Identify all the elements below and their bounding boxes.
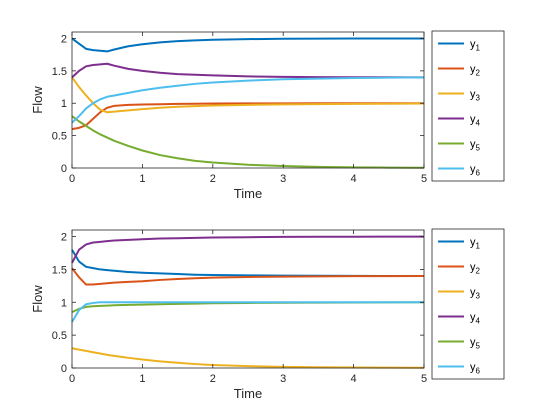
legend-label-subscript: 6 (476, 169, 481, 178)
y-tick-label: 1 (61, 98, 67, 110)
y-tick-label: 2 (61, 232, 67, 244)
legend-label-subscript: 2 (476, 267, 481, 276)
legend-label-y5: y5 (470, 337, 481, 351)
x-tick-label: 5 (421, 173, 427, 185)
legend-label-y2: y2 (470, 64, 481, 78)
x-tick-label: 1 (139, 373, 145, 385)
x-tick-label: 5 (421, 373, 427, 385)
series-line-y4 (71, 235, 425, 264)
legend-label-main: y (470, 262, 476, 274)
plot-area-frame (71, 229, 425, 369)
series-line-y3 (71, 347, 425, 369)
legend-label-subscript: 2 (476, 69, 481, 78)
legend-label-subscript: 5 (476, 144, 481, 153)
legend-label-main: y (470, 64, 476, 76)
legend-label-subscript: 1 (476, 44, 481, 53)
legend-label-subscript: 4 (476, 119, 481, 128)
series-line-y5 (71, 115, 425, 169)
legend-label-main: y (470, 287, 476, 299)
legend-label-y5: y5 (470, 139, 481, 153)
legend-label-subscript: 4 (476, 317, 481, 326)
y-tick-label: 1.5 (52, 264, 67, 276)
legend-label-y3: y3 (470, 287, 481, 301)
legend-box (431, 30, 505, 182)
x-tick-label: 3 (280, 173, 286, 185)
y-axis-label: Flow (30, 86, 45, 114)
legend-label-subscript: 5 (476, 342, 481, 351)
legend-label-y6: y6 (470, 164, 481, 178)
x-tick-label: 3 (280, 373, 286, 385)
y-axis-label: Flow (30, 285, 45, 313)
x-axis-label: Time (234, 386, 262, 401)
y-tick-label: 2 (61, 33, 67, 45)
y-tick-label: 1 (61, 297, 67, 309)
legend-label-y4: y4 (470, 114, 481, 128)
x-tick-label: 2 (210, 373, 216, 385)
y-tick-label: 0.5 (52, 330, 67, 342)
x-tick-label: 2 (210, 173, 216, 185)
legend-label-subscript: 3 (476, 94, 481, 103)
series-line-y6 (71, 301, 424, 323)
x-tick-label: 0 (69, 373, 75, 385)
legend-label-main: y (470, 114, 476, 126)
legend-label-main: y (470, 89, 476, 101)
y-tick-label: 1.5 (52, 66, 67, 78)
legend-label-main: y (470, 237, 476, 249)
series-line-y4 (71, 62, 425, 79)
series-line-y2 (71, 267, 425, 286)
legend-box (431, 228, 505, 380)
legend-label-y6: y6 (470, 362, 481, 376)
legend-label-main: y (470, 39, 476, 51)
x-tick-label: 4 (351, 373, 357, 385)
x-axis-label: Time (234, 186, 262, 201)
legend-label-main: y (470, 337, 476, 349)
legend-label-y2: y2 (470, 262, 481, 276)
legend-label-y1: y1 (470, 237, 481, 251)
legend-label-y1: y1 (470, 39, 481, 53)
x-tick-label: 1 (139, 173, 145, 185)
legend-label-subscript: 1 (476, 242, 481, 251)
legend-label-main: y (470, 164, 476, 176)
legend-label-y4: y4 (470, 312, 481, 326)
legend-label-main: y (470, 312, 476, 324)
legend-label-subscript: 6 (476, 367, 481, 376)
plot-area-frame (71, 31, 425, 169)
legend-label-subscript: 3 (476, 292, 481, 301)
x-tick-label: 0 (69, 173, 75, 185)
legend-label-y3: y3 (470, 89, 481, 103)
y-tick-label: 0.5 (52, 131, 67, 143)
series-line-y1 (71, 37, 424, 53)
legend-label-main: y (470, 362, 476, 374)
series-line-y6 (71, 76, 425, 124)
legend-label-main: y (470, 139, 476, 151)
y-tick-label: 0 (61, 363, 67, 375)
y-tick-label: 0 (61, 163, 67, 175)
x-tick-label: 4 (351, 173, 357, 185)
